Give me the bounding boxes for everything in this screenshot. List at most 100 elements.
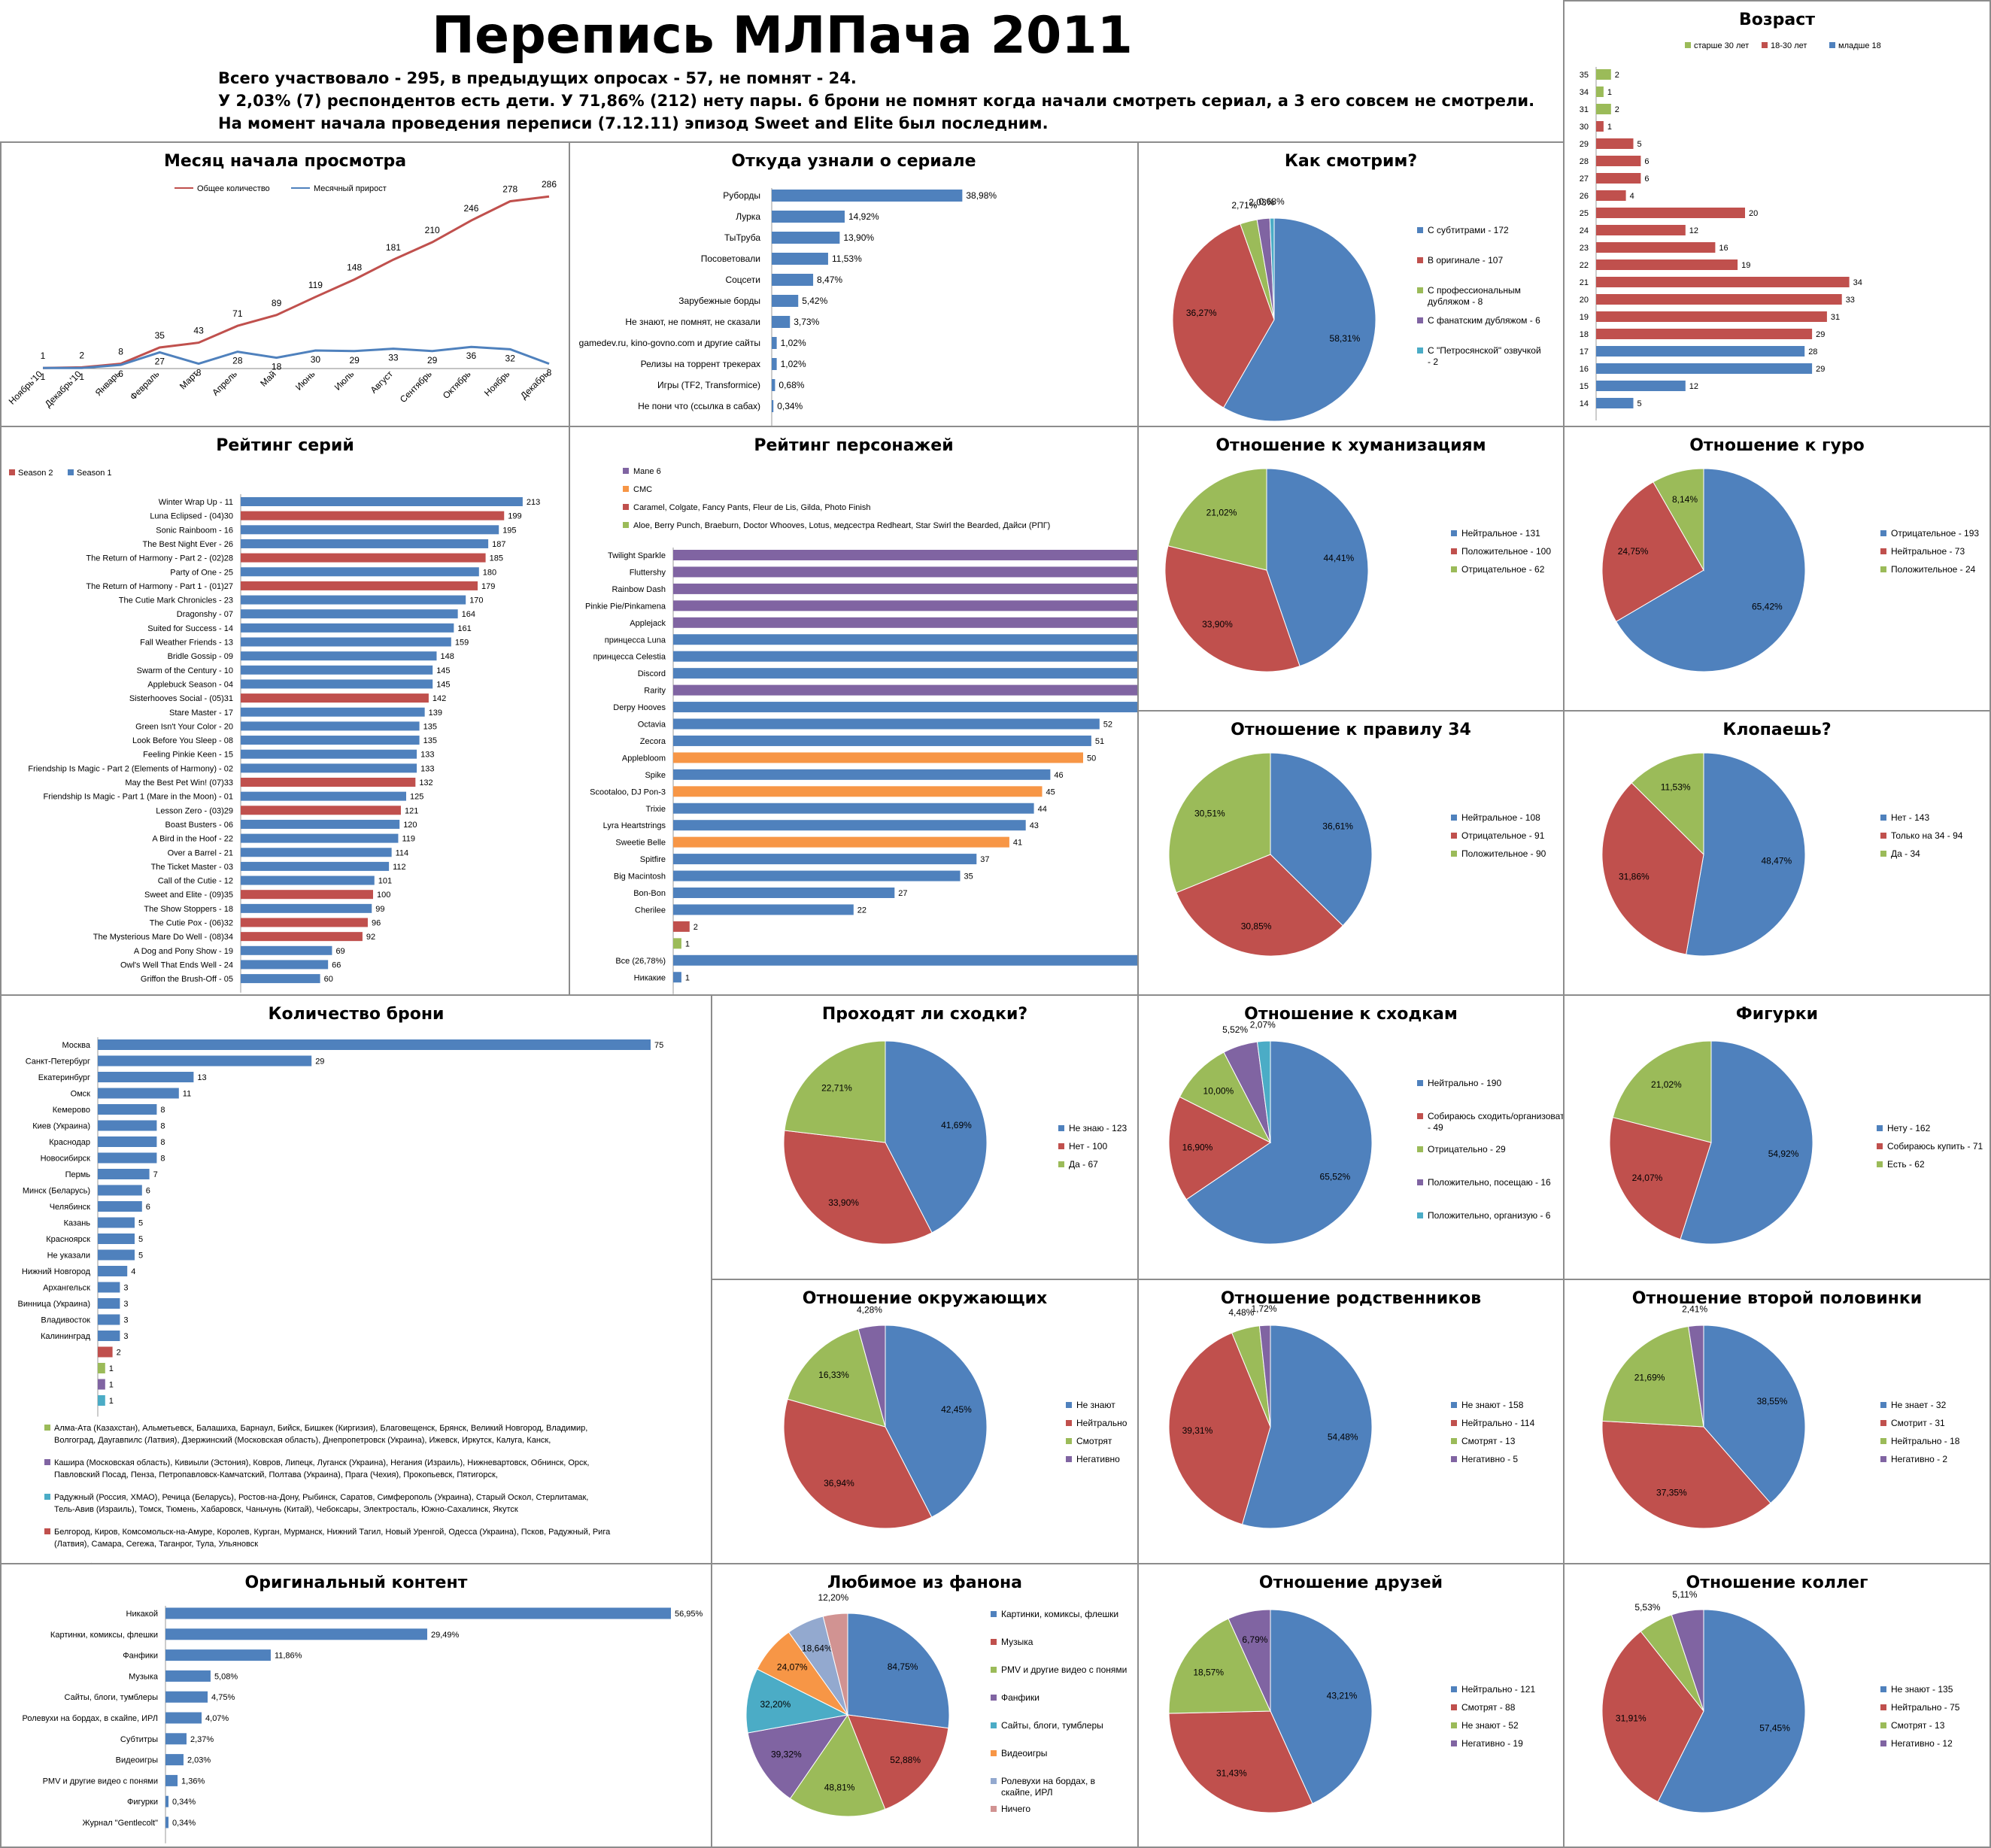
bar-category-label: 16 — [1580, 365, 1589, 374]
pie-slice — [1168, 1618, 1271, 1714]
legend-label: Кашира (Московская область), Кивиыли (Эс… — [54, 1458, 589, 1467]
legend-label: Месячный прирост — [314, 184, 387, 193]
bar-category-label: Кемерово — [53, 1106, 90, 1115]
bar-category-label: Краснодар — [49, 1138, 90, 1147]
pie-slice — [847, 1714, 949, 1810]
chart-svg: 58,31% 36,27% 2,71%2,03%0,68% С субтитрами … — [1172, 196, 1541, 422]
data-label: 286 — [542, 179, 557, 190]
legend-swatch — [1451, 1402, 1457, 1408]
pie-slice — [1228, 1609, 1271, 1712]
bar-category-label: Friendship Is Magic - Part 2 (Elements o… — [28, 764, 233, 773]
bar-value-label: 60 — [324, 975, 333, 984]
bar-category-label: The Cutie Mark Chronicles - 23 — [119, 596, 233, 605]
bar-value-label: 120 — [403, 821, 417, 830]
legend-label: Season 1 — [77, 469, 111, 478]
bar-value-label: 50 — [1087, 754, 1096, 763]
legend-swatch — [1880, 1686, 1886, 1692]
panel-fanon: Любимое из фанона 84,75% 52,88% 48,81% 39,32… — [711, 1563, 1139, 1848]
legend-swatch — [1880, 548, 1886, 554]
data-label: 210 — [425, 225, 440, 235]
bar — [165, 1754, 184, 1766]
data-label: 246 — [463, 203, 478, 214]
slice-label: 21,69% — [1634, 1373, 1665, 1383]
bar — [673, 904, 854, 915]
legend-swatch — [991, 1639, 997, 1645]
legend-swatch — [991, 1611, 997, 1617]
bar-value-label: 52 — [1103, 721, 1112, 730]
bar-category-label: Никакие — [634, 973, 666, 982]
legend-swatch — [1451, 833, 1457, 839]
data-label: 27 — [155, 356, 165, 366]
bar-value-label: 44 — [1038, 805, 1047, 814]
pie-slice — [1657, 1609, 1806, 1813]
legend-label: Смотрит - 31 — [1891, 1418, 1945, 1428]
chart-svg: 38,98% Руборды 14,92% Лурка 13,90% ТыТруба 11,… — [579, 188, 997, 426]
bar — [772, 379, 775, 391]
bar — [673, 718, 1100, 730]
bar-category-label: 30 — [1580, 123, 1589, 132]
panel-age: Возраст 2 35 1 34 2 31 1 30 5 29 6 28 6 27 4 26 20 25 12 24 1… — [1563, 0, 1991, 427]
bar-category-label: Luna Eclipsed - (04)30 — [150, 512, 233, 521]
bar-value-label: 2 — [1615, 105, 1619, 114]
legend-label: Есть - 62 — [1887, 1159, 1925, 1170]
bar-category-label: Посоветовали — [701, 253, 760, 264]
bar-category-label: Stare Master - 17 — [169, 709, 233, 718]
chart-svg: 38,55% 37,35% 21,69% 2,41% Не знает - 32 Смот… — [1601, 1303, 1960, 1529]
bar — [165, 1816, 169, 1828]
legend-label: Не знает - 32 — [1891, 1400, 1947, 1410]
bar-category-label: Fall Weather Friends - 13 — [140, 639, 233, 648]
chart-title: Отношение к правилу 34 — [1231, 721, 1471, 739]
bar — [241, 932, 363, 942]
bar — [241, 903, 372, 913]
bar — [98, 1039, 651, 1050]
bar-category-label: Зарубежные борды — [678, 296, 760, 306]
bar — [241, 595, 466, 605]
legend-label: Отрицательное - 193 — [1891, 528, 1979, 539]
bar-category-label: Москва — [62, 1041, 90, 1050]
legend-swatch — [1451, 1686, 1457, 1692]
data-label: 2 — [79, 350, 84, 360]
bar-category-label: Scootaloo, DJ Pon-3 — [590, 787, 666, 797]
bar-value-label: 41 — [1013, 839, 1022, 848]
slice-label: 16,33% — [818, 1370, 849, 1380]
bar — [1596, 259, 1738, 270]
legend-label: Положительно, посещаю - 16 — [1428, 1177, 1551, 1188]
legend-label: Волгоград, Даугавпилс (Латвия), Дзержинс… — [54, 1436, 551, 1445]
pie-slice — [1168, 752, 1271, 894]
legend-label: Не знают - 158 — [1461, 1400, 1524, 1410]
bar-category-label: Fluttershy — [630, 568, 666, 577]
bar-value-label: 5 — [138, 1235, 143, 1244]
bar-category-label: Over a Barrel - 21 — [168, 848, 233, 857]
bar — [98, 1217, 135, 1228]
bar — [241, 918, 368, 927]
chart-title: Отношение к хуманизациям — [1216, 436, 1486, 455]
legend-swatch — [991, 1722, 997, 1728]
bar — [241, 721, 420, 731]
bar — [673, 786, 1043, 797]
bar-category-label: Sisterhooves Social - (05)31 — [129, 694, 233, 703]
slice-label: 42,45% — [941, 1404, 972, 1415]
chart-svg: 132Twilight Sparkle115Fluttershy111Rainb… — [585, 467, 1137, 994]
bar — [241, 665, 433, 675]
legend-swatch — [1451, 851, 1457, 857]
bar — [772, 295, 799, 307]
legend-swatch — [1880, 1704, 1886, 1710]
slice-label: 48,81% — [824, 1783, 855, 1793]
pie-slice — [1241, 1325, 1373, 1529]
bar — [98, 1363, 105, 1373]
legend-label: В оригинале - 107 — [1428, 255, 1503, 266]
bar — [673, 600, 1137, 611]
bar-category-label: Swarm of the Century - 10 — [137, 666, 233, 675]
legend-swatch — [1451, 1456, 1457, 1462]
slice-label: 30,51% — [1194, 809, 1225, 819]
bar — [241, 693, 429, 703]
bar-category-label: Ролевухи на бордах, в скайпе, ИРЛ — [23, 1714, 159, 1723]
legend-label: Видеоигры — [1001, 1748, 1047, 1758]
slice-label: 4,48% — [1228, 1307, 1254, 1318]
slice-label: 24,07% — [1632, 1173, 1663, 1183]
legend-label: С фанатским дубляжом - 6 — [1428, 315, 1540, 326]
data-label: 8 — [196, 368, 202, 378]
legend-label: Смотрят — [1076, 1436, 1112, 1446]
x-tick-label: Декабрь'10 — [43, 369, 83, 409]
legend-swatch — [68, 469, 74, 475]
